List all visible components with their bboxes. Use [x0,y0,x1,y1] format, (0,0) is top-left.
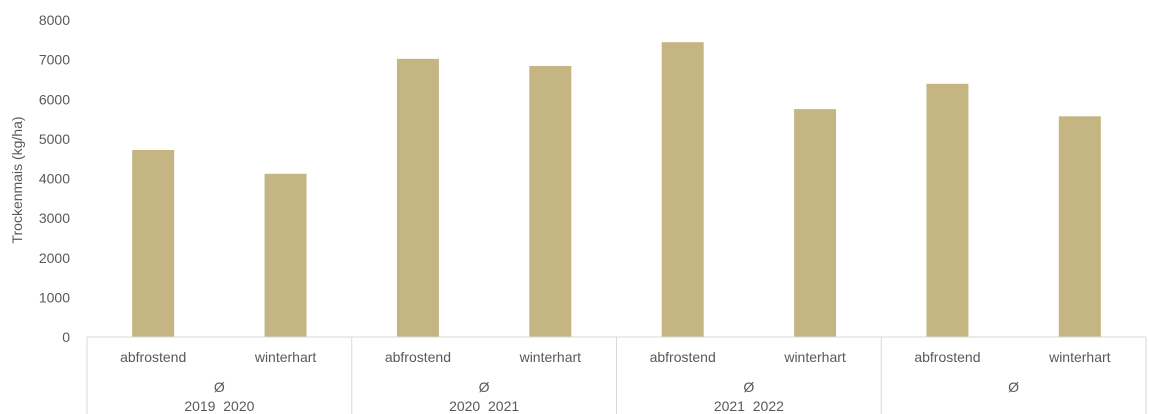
category-label: abfrostend [385,349,451,365]
category-label: winterhart [1048,349,1111,365]
y-tick-label: 7000 [39,52,70,68]
category-label: abfrostend [650,349,716,365]
category-label: winterhart [783,349,846,365]
group-label-years: 2020 2021 [449,398,519,414]
group-label-symbol: Ø [214,379,225,395]
bar [662,42,704,337]
bar [265,174,307,337]
category-label: winterhart [519,349,582,365]
bar [794,109,836,337]
bar [397,59,439,337]
group-label-symbol: Ø [1008,379,1019,395]
bar [926,84,968,337]
y-tick-label: 8000 [39,12,70,28]
y-tick-label: 0 [62,329,70,345]
y-tick-label: 4000 [39,171,70,187]
group-label-years: 2021 2022 [714,398,784,414]
y-axis-label: Trockenmais (kg/ha) [9,116,25,243]
bar [132,150,174,337]
group-label-symbol: Ø [479,379,490,395]
y-tick-label: 6000 [39,91,70,107]
bar [529,66,571,337]
category-label: winterhart [254,349,317,365]
bar [1059,116,1101,337]
y-tick-label: 5000 [39,131,70,147]
group-label-symbol: Ø [743,379,754,395]
category-label: abfrostend [120,349,186,365]
group-label-years: 2019 2020 [184,398,254,414]
y-tick-label: 2000 [39,250,70,266]
y-tick-label: 1000 [39,289,70,305]
y-tick-label: 3000 [39,210,70,226]
category-label: abfrostend [914,349,980,365]
